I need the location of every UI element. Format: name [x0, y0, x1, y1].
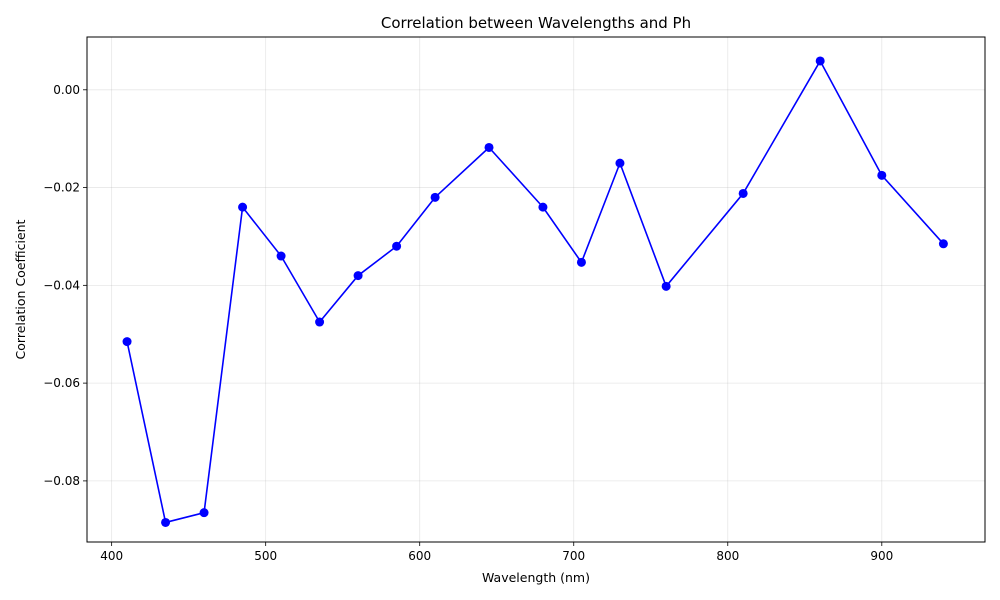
x-tick-label: 500 [254, 549, 277, 563]
data-point [484, 142, 494, 152]
x-tick-label: 800 [716, 549, 739, 563]
y-axis-label: Correlation Coefficient [13, 219, 28, 359]
y-tick-label: −0.08 [43, 474, 80, 488]
data-point [392, 241, 402, 251]
y-tick-label: −0.04 [43, 278, 80, 292]
data-point [161, 517, 171, 527]
data-point [238, 202, 248, 212]
y-axis: 0.00 −0.02 −0.04 −0.06 −0.08 [43, 83, 87, 488]
data-point [615, 158, 625, 168]
y-tick-label: 0.00 [53, 83, 80, 97]
x-tick-label: 600 [408, 549, 431, 563]
data-point [315, 317, 325, 327]
data-point [538, 202, 548, 212]
data-point [122, 337, 132, 347]
data-point [576, 257, 586, 267]
x-axis: 400 500 600 700 800 900 [100, 542, 893, 563]
data-point [661, 281, 671, 291]
x-tick-label: 900 [870, 549, 893, 563]
chart-title: Correlation between Wavelengths and Ph [381, 14, 691, 32]
plot-area-frame [86, 36, 986, 543]
data-point [276, 251, 286, 261]
y-tick-label: −0.06 [43, 376, 80, 390]
data-series [122, 56, 948, 527]
data-point [430, 192, 440, 202]
x-axis-label: Wavelength (nm) [482, 570, 590, 585]
data-point [353, 271, 363, 281]
y-tick-label: −0.02 [43, 181, 80, 195]
data-point [815, 56, 825, 66]
data-point [738, 188, 748, 198]
data-point [938, 239, 948, 249]
series-line [126, 60, 945, 524]
data-point [877, 170, 887, 180]
x-tick-label: 700 [562, 549, 585, 563]
data-point [199, 508, 209, 518]
x-tick-label: 400 [100, 549, 123, 563]
